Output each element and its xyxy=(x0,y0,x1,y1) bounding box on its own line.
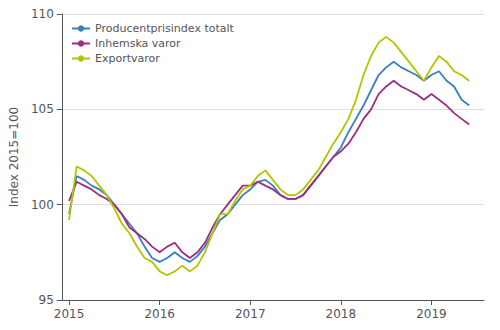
svg-text:105: 105 xyxy=(31,102,54,116)
svg-text:Exportvaror: Exportvaror xyxy=(95,52,160,65)
svg-text:2015: 2015 xyxy=(54,307,85,321)
svg-text:100: 100 xyxy=(31,198,54,212)
svg-text:95: 95 xyxy=(39,293,54,307)
svg-text:110: 110 xyxy=(31,7,54,21)
svg-text:2016: 2016 xyxy=(144,307,175,321)
svg-text:2019: 2019 xyxy=(416,307,447,321)
svg-text:2018: 2018 xyxy=(326,307,357,321)
svg-text:2017: 2017 xyxy=(235,307,266,321)
svg-text:Inhemska varor: Inhemska varor xyxy=(95,37,181,50)
svg-text:Index 2015=100: Index 2015=100 xyxy=(7,107,21,207)
svg-text:Producentprisindex totalt: Producentprisindex totalt xyxy=(95,22,235,35)
